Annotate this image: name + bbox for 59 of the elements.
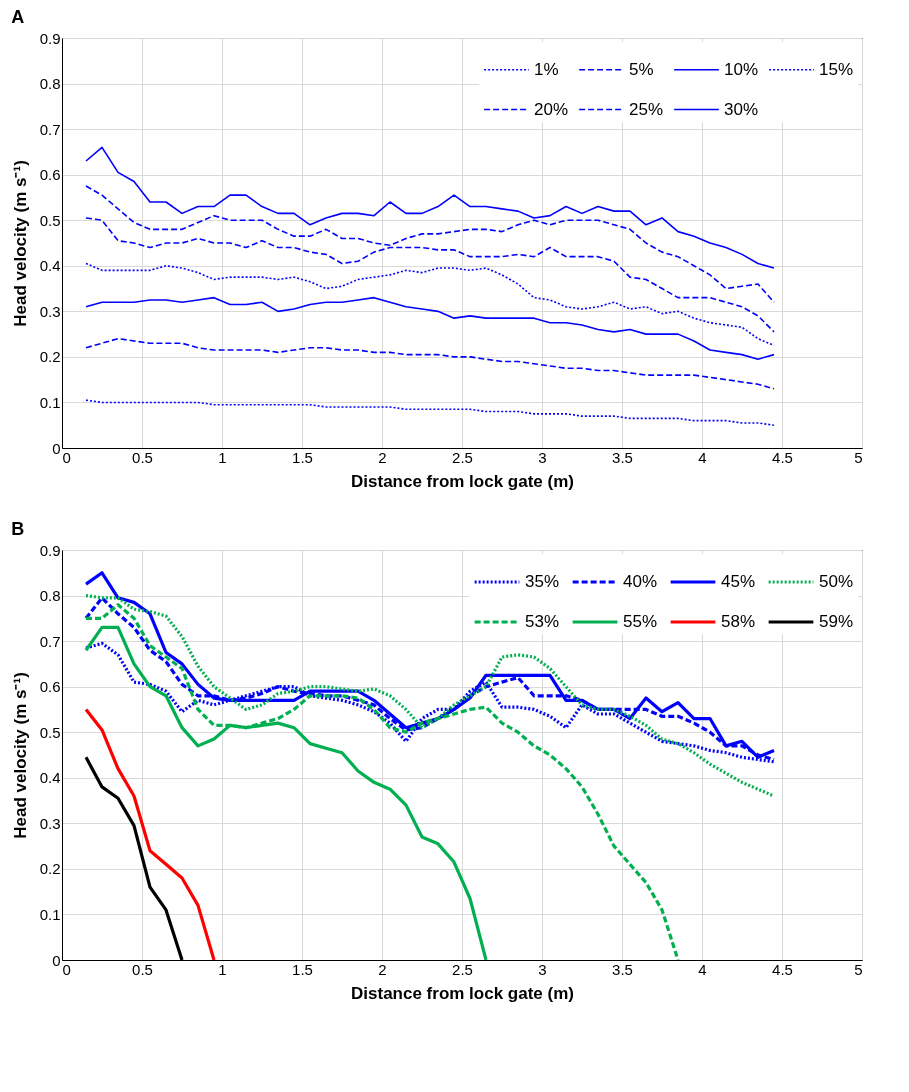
legend-label: 20% — [534, 99, 569, 119]
legend-label: 30% — [724, 99, 759, 119]
legend-label: 10% — [724, 59, 759, 79]
legend-label: 25% — [629, 99, 664, 119]
x-axis-title: Distance from lock gate (m) — [351, 983, 574, 1003]
y-tick-label: 0.5 — [39, 723, 61, 741]
x-tick-label: 2.5 — [452, 448, 473, 466]
y-tick-label: 0.2 — [39, 348, 61, 366]
legend-label: 50% — [819, 572, 854, 591]
y-tick-label: 0.1 — [39, 393, 61, 411]
x-tick-label: 5 — [854, 448, 863, 466]
y-tick-label: 0.3 — [39, 814, 61, 832]
legend-label: 58% — [721, 612, 756, 631]
y-axis-title: Head velocity (m s⁻¹) — [10, 672, 30, 839]
legend-label: 59% — [819, 612, 854, 631]
x-tick-label: 1.5 — [292, 448, 313, 466]
x-tick-label: 5 — [854, 960, 863, 978]
x-tick-label: 4 — [698, 960, 707, 978]
x-tick-label: 1.5 — [292, 960, 313, 978]
y-tick-label: 0.8 — [39, 587, 61, 605]
x-tick-label: 4 — [698, 448, 707, 466]
legend-label: 1% — [534, 59, 559, 79]
y-tick-label: 0.7 — [39, 120, 61, 138]
legend-label: 5% — [629, 59, 654, 79]
x-tick-label: 1 — [218, 960, 227, 978]
x-tick-label: 4.5 — [772, 448, 793, 466]
x-tick-label: 2 — [378, 448, 387, 466]
y-tick-label: 0.4 — [39, 769, 61, 787]
x-tick-label: 3.5 — [612, 960, 633, 978]
y-tick-label: 0.9 — [39, 29, 61, 47]
y-tick-label: 0.4 — [39, 257, 61, 275]
x-tick-label: 0.5 — [132, 448, 153, 466]
x-tick-label: 2 — [378, 960, 387, 978]
x-axis-title: Distance from lock gate (m) — [351, 471, 574, 491]
y-tick-label: 0.9 — [39, 541, 61, 559]
x-tick-label: 3 — [538, 960, 547, 978]
legend-label: 35% — [525, 572, 560, 591]
x-tick-label: 2.5 — [452, 960, 473, 978]
x-tick-label: 4.5 — [772, 960, 793, 978]
x-tick-label: 1 — [218, 448, 227, 466]
legend-label: 40% — [623, 572, 658, 591]
y-tick-label: 0.7 — [39, 632, 61, 650]
x-tick-label: 3 — [538, 448, 547, 466]
legend-label: 55% — [623, 612, 658, 631]
y-tick-label: 0.6 — [39, 166, 61, 184]
y-tick-label: 0.5 — [39, 211, 61, 229]
y-tick-label: 0.2 — [39, 860, 61, 878]
legend-label: 15% — [819, 59, 854, 79]
y-tick-label: 0.8 — [39, 75, 61, 93]
y-tick-label: 0.1 — [39, 905, 61, 923]
chart-title: B — [11, 519, 25, 539]
chart-title: A — [11, 7, 25, 27]
y-axis-title: Head velocity (m s⁻¹) — [10, 160, 30, 327]
y-tick-label: 0.3 — [39, 302, 61, 320]
x-tick-label: 0.5 — [132, 960, 153, 978]
y-tick-label: 0.6 — [39, 678, 61, 696]
legend-label: 45% — [721, 572, 756, 591]
legend-label: 53% — [525, 612, 560, 631]
x-tick-label: 3.5 — [612, 448, 633, 466]
